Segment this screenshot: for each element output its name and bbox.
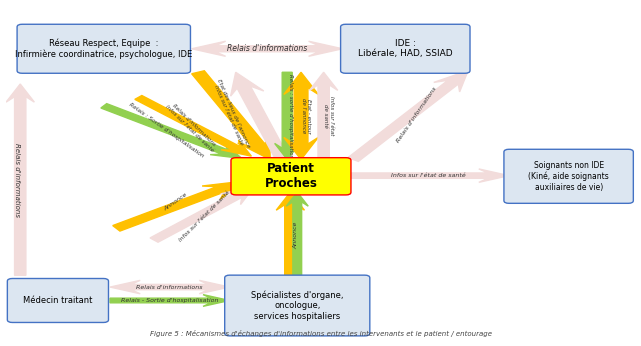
FancyArrow shape bbox=[110, 294, 229, 306]
Text: Médecin traitant: Médecin traitant bbox=[23, 296, 92, 305]
Text: Annonce: Annonce bbox=[293, 221, 298, 248]
FancyArrow shape bbox=[192, 41, 267, 56]
FancyBboxPatch shape bbox=[225, 275, 370, 336]
FancyArrow shape bbox=[6, 84, 35, 275]
Text: Réseau Respect, Equipe  :
Infirmière coordinatrice, psychologue, IDE: Réseau Respect, Equipe : Infirmière coor… bbox=[15, 38, 192, 59]
FancyBboxPatch shape bbox=[231, 158, 351, 195]
FancyArrow shape bbox=[284, 72, 319, 116]
Text: Spécialistes d'organe,
oncologue,
services hospitaliers: Spécialistes d'organe, oncologue, servic… bbox=[251, 290, 344, 321]
FancyArrow shape bbox=[284, 116, 319, 160]
Text: Figure 5 : Mécanismes d'échanges d'informations entre les intervenants et le pat: Figure 5 : Mécanismes d'échanges d'infor… bbox=[149, 330, 492, 337]
Text: Infos sur l'état de santé: Infos sur l'état de santé bbox=[392, 173, 466, 178]
Text: Relais : sortie d'hospitalisation: Relais : sortie d'hospitalisation bbox=[288, 74, 293, 158]
Text: Soignants non IDE
(Kiné, aide soignants
auxiliaires de vie): Soignants non IDE (Kiné, aide soignants … bbox=[528, 161, 609, 191]
FancyArrow shape bbox=[135, 95, 251, 156]
FancyBboxPatch shape bbox=[504, 149, 633, 203]
Text: Relais d'informations: Relais d'informations bbox=[396, 86, 438, 144]
FancyArrow shape bbox=[150, 186, 254, 242]
Text: Relais d'informations: Relais d'informations bbox=[14, 143, 20, 217]
FancyArrow shape bbox=[348, 71, 468, 162]
FancyArrow shape bbox=[192, 71, 271, 160]
Text: Infos sur l'état
de santé: Infos sur l'état de santé bbox=[323, 96, 334, 136]
FancyArrow shape bbox=[113, 181, 242, 231]
FancyArrow shape bbox=[274, 72, 300, 160]
Text: Relais d'informations: Relais d'informations bbox=[137, 284, 203, 290]
Text: Annonce: Annonce bbox=[163, 192, 188, 212]
FancyArrow shape bbox=[276, 192, 304, 277]
Text: Patient
Proches: Patient Proches bbox=[265, 162, 317, 190]
Text: Relais - Sortie d'hospitalisation: Relais - Sortie d'hospitalisation bbox=[121, 298, 219, 303]
FancyArrow shape bbox=[349, 169, 509, 182]
Text: Etat - entour
de l'annonce: Etat - entour de l'annonce bbox=[301, 98, 312, 134]
FancyArrow shape bbox=[101, 104, 242, 158]
Text: Relais d'informations: Relais d'informations bbox=[227, 44, 307, 53]
FancyArrow shape bbox=[231, 72, 290, 161]
FancyArrow shape bbox=[310, 72, 338, 160]
FancyArrow shape bbox=[170, 280, 229, 294]
Text: Relais : Sortie d'hospitalisation: Relais : Sortie d'hospitalisation bbox=[128, 102, 205, 159]
FancyBboxPatch shape bbox=[17, 24, 190, 73]
Text: IDE :
Libérale, HAD, SSIAD: IDE : Libérale, HAD, SSIAD bbox=[358, 39, 453, 58]
FancyArrow shape bbox=[287, 192, 308, 277]
FancyBboxPatch shape bbox=[340, 24, 470, 73]
FancyBboxPatch shape bbox=[7, 279, 108, 322]
Text: Etat des lieux de l'annonce
Infos sur l'état de santé: Etat des lieux de l'annonce Infos sur l'… bbox=[211, 78, 251, 151]
Text: Infos sur l'état de santé: Infos sur l'état de santé bbox=[178, 190, 231, 242]
Text: Relais d'informations
Infos sur l'état de santé: Relais d'informations Infos sur l'état d… bbox=[165, 100, 219, 153]
FancyArrow shape bbox=[267, 41, 342, 56]
FancyArrow shape bbox=[110, 280, 170, 294]
